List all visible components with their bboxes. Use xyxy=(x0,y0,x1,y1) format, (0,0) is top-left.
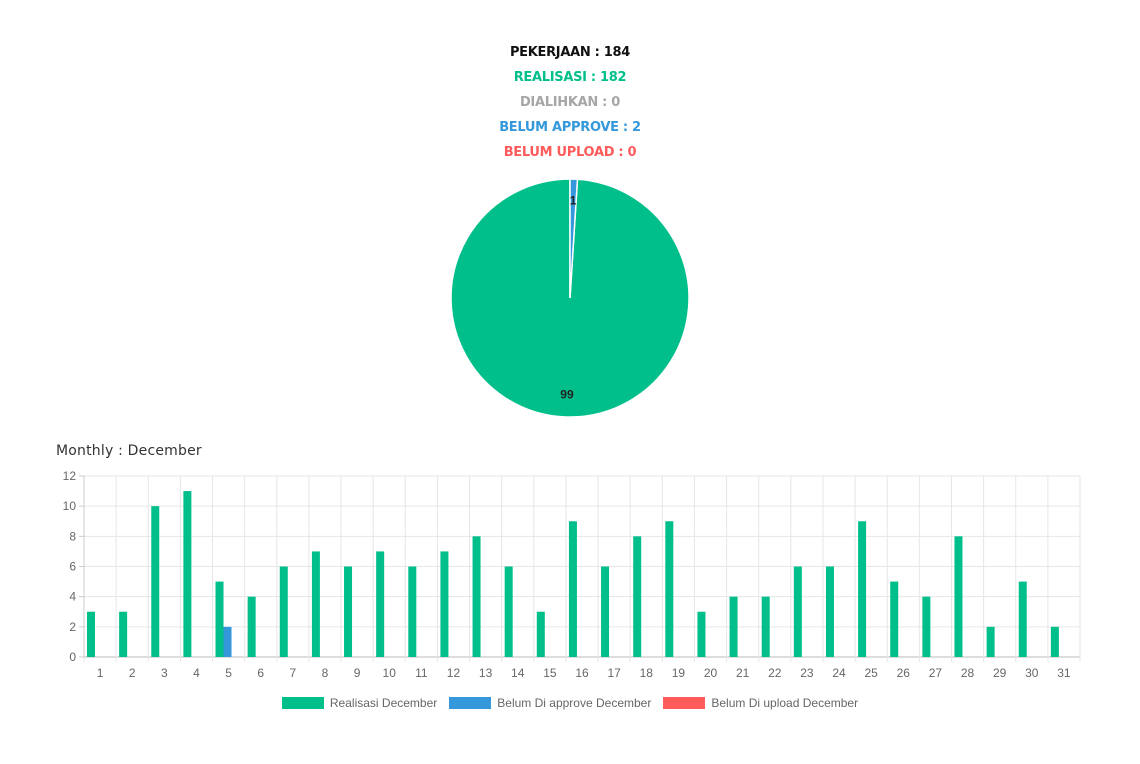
x-tick-label: 14 xyxy=(511,666,525,680)
dialihkan-count: DIALIHKAN : 0 xyxy=(519,95,621,110)
x-tick-label: 27 xyxy=(929,666,943,680)
bar-realisasi-december-3[interactable] xyxy=(151,506,160,657)
x-tick-label: 24 xyxy=(832,666,846,680)
chart-legend: Realisasi December Belum Di approve Dece… xyxy=(0,696,1140,710)
bar-realisasi-december-12[interactable] xyxy=(440,551,449,657)
bar-realisasi-december-13[interactable] xyxy=(472,536,481,657)
x-tick-label: 8 xyxy=(322,666,329,680)
x-tick-label: 26 xyxy=(897,666,911,680)
bar-realisasi-december-31[interactable] xyxy=(1050,626,1059,657)
x-tick-label: 16 xyxy=(575,666,589,680)
x-tick-label: 13 xyxy=(479,666,493,680)
bar-realisasi-december-28[interactable] xyxy=(954,536,963,657)
x-tick-label: 30 xyxy=(1025,666,1039,680)
y-tick-label: 10 xyxy=(63,499,77,513)
x-tick-label: 29 xyxy=(993,666,1007,680)
x-tick-label: 22 xyxy=(768,666,782,680)
pie-chart: 99 1 xyxy=(450,178,690,418)
bar-realisasi-december-7[interactable] xyxy=(279,566,288,658)
legend-label-realisasi: Realisasi December xyxy=(329,696,438,710)
bar-realisasi-december-17[interactable] xyxy=(601,566,610,658)
x-tick-label: 28 xyxy=(961,666,975,680)
x-tick-label: 25 xyxy=(864,666,878,680)
bar-realisasi-december-30[interactable] xyxy=(1018,581,1027,657)
x-tick-label: 1 xyxy=(97,666,104,680)
x-tick-label: 19 xyxy=(672,666,686,680)
bar-realisasi-december-26[interactable] xyxy=(890,581,899,657)
legend-item-realisasi[interactable]: Realisasi December xyxy=(281,696,438,710)
bar-realisasi-december-5[interactable] xyxy=(215,581,224,657)
bar-realisasi-december-4[interactable] xyxy=(183,491,192,657)
pie-label-belum-approve: 1 xyxy=(570,193,577,207)
y-tick-label: 0 xyxy=(69,650,76,664)
x-tick-label: 3 xyxy=(161,666,168,680)
bar-realisasi-december-15[interactable] xyxy=(536,611,545,657)
bar-realisasi-december-10[interactable] xyxy=(376,551,385,657)
bar-realisasi-december-21[interactable] xyxy=(729,596,738,657)
bar-realisasi-december-9[interactable] xyxy=(344,566,353,658)
x-tick-label: 2 xyxy=(129,666,136,680)
x-tick-label: 9 xyxy=(354,666,361,680)
bar-realisasi-december-6[interactable] xyxy=(247,596,256,657)
legend-swatch-belum-approve xyxy=(449,697,492,709)
x-tick-label: 18 xyxy=(640,666,654,680)
monthly-title: Monthly : December xyxy=(56,443,202,459)
x-tick-label: 15 xyxy=(543,666,557,680)
x-tick-label: 11 xyxy=(415,666,428,680)
pekerjaan-count: PEKERJAAN : 184 xyxy=(509,45,631,60)
pie-label-realisasi: 99 xyxy=(560,387,574,401)
x-tick-label: 12 xyxy=(447,666,461,680)
y-tick-label: 4 xyxy=(69,590,76,604)
legend-swatch-realisasi xyxy=(281,697,324,709)
bar-realisasi-december-20[interactable] xyxy=(697,611,706,657)
bar-realisasi-december-27[interactable] xyxy=(922,596,931,657)
x-tick-label: 10 xyxy=(383,666,397,680)
bar-realisasi-december-1[interactable] xyxy=(87,611,95,657)
x-tick-label: 5 xyxy=(225,666,232,680)
bar-realisasi-december-22[interactable] xyxy=(761,596,770,657)
legend-item-belum-upload[interactable]: Belum Di upload December xyxy=(663,696,858,710)
x-tick-label: 6 xyxy=(257,666,264,680)
x-tick-label: 7 xyxy=(289,666,296,680)
bar-realisasi-december-19[interactable] xyxy=(665,521,674,657)
bar-belum-di-approve-december-5[interactable] xyxy=(223,626,232,657)
y-tick-label: 6 xyxy=(69,560,76,574)
realisasi-count: REALISASI : 182 xyxy=(513,70,627,85)
y-tick-label: 2 xyxy=(69,620,76,634)
legend-label-belum-approve: Belum Di approve December xyxy=(497,696,652,710)
bar-realisasi-december-23[interactable] xyxy=(793,566,802,658)
bar-realisasi-december-25[interactable] xyxy=(858,521,867,657)
x-tick-label: 4 xyxy=(193,666,200,680)
belum-approve-count: BELUM APPROVE : 2 xyxy=(499,120,641,135)
y-tick-label: 12 xyxy=(63,469,77,483)
x-tick-label: 23 xyxy=(800,666,814,680)
bar-realisasi-december-8[interactable] xyxy=(311,551,320,657)
belum-upload-count: BELUM UPLOAD : 0 xyxy=(503,145,637,160)
x-tick-label: 20 xyxy=(704,666,718,680)
legend-item-belum-approve[interactable]: Belum Di approve December xyxy=(449,696,651,710)
bar-realisasi-december-24[interactable] xyxy=(825,566,834,658)
bar-realisasi-december-16[interactable] xyxy=(568,521,577,657)
bar-realisasi-december-14[interactable] xyxy=(504,566,513,658)
x-tick-label: 21 xyxy=(736,666,750,680)
bar-realisasi-december-2[interactable] xyxy=(119,611,128,657)
legend-label-belum-upload: Belum Di upload December xyxy=(711,696,859,710)
bar-realisasi-december-29[interactable] xyxy=(986,626,995,657)
x-tick-label: 31 xyxy=(1057,666,1071,680)
summary-block: PEKERJAAN : 184 REALISASI : 182 DIALIHKA… xyxy=(0,40,1140,165)
pie-slice-belum-approve[interactable] xyxy=(569,178,579,299)
y-tick-label: 8 xyxy=(69,529,76,543)
legend-swatch-belum-upload xyxy=(663,697,706,709)
x-tick-label: 17 xyxy=(607,666,621,680)
bar-realisasi-december-18[interactable] xyxy=(633,536,642,657)
bar-realisasi-december-11[interactable] xyxy=(408,566,417,658)
